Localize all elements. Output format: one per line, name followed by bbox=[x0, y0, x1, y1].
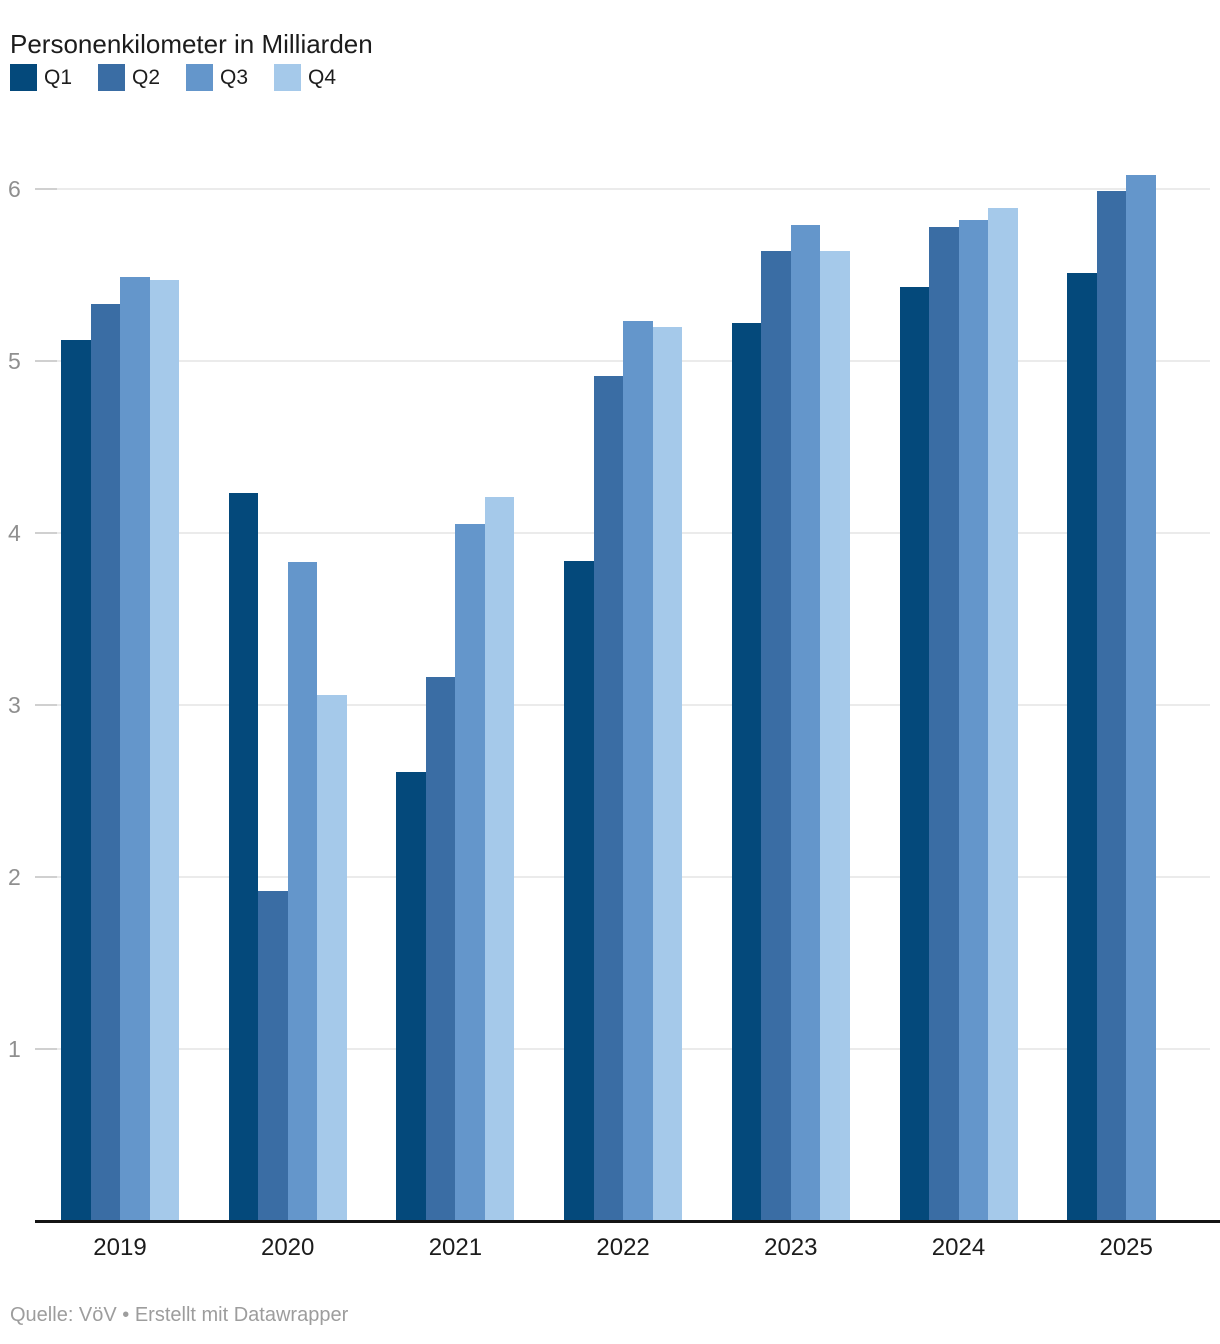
bar-2021-q4[interactable] bbox=[484, 497, 515, 1221]
bar-2024-q1[interactable] bbox=[899, 287, 929, 1221]
x-axis-label-2023: 2023 bbox=[764, 1234, 818, 1261]
y-axis-label-5: 5 bbox=[8, 348, 21, 374]
legend: Q1 Q2 Q3 Q4 bbox=[10, 64, 336, 91]
bar-2025-q1[interactable] bbox=[1067, 273, 1097, 1221]
bar-2025-q2[interactable] bbox=[1096, 191, 1127, 1221]
gridline-5 bbox=[35, 360, 1210, 362]
y-axis-label-1: 1 bbox=[8, 1036, 21, 1062]
bar-2023-q2[interactable] bbox=[761, 251, 791, 1221]
bar-2021-q2[interactable] bbox=[425, 677, 456, 1221]
legend-swatch-q3-icon bbox=[186, 64, 214, 91]
legend-item-q4[interactable]: Q4 bbox=[274, 64, 336, 91]
bar-2021-q3[interactable] bbox=[455, 524, 485, 1221]
bar-2020-q2[interactable] bbox=[258, 891, 288, 1221]
bar-2023-q1[interactable] bbox=[731, 323, 762, 1221]
bar-2024-q2[interactable] bbox=[929, 227, 959, 1221]
bar-2025-q3[interactable] bbox=[1126, 175, 1156, 1221]
bar-2024-q4[interactable] bbox=[988, 208, 1018, 1221]
x-axis-label-2021: 2021 bbox=[428, 1234, 483, 1261]
bar-2024-q3[interactable] bbox=[958, 220, 988, 1221]
y-axis-label-2: 2 bbox=[8, 864, 21, 890]
bar-2020-q1[interactable] bbox=[228, 493, 259, 1221]
x-axis-line bbox=[35, 1220, 1220, 1223]
x-axis-label-2024: 2024 bbox=[931, 1234, 986, 1261]
legend-label-q4: Q4 bbox=[308, 65, 337, 89]
x-axis-label-2019: 2019 bbox=[93, 1234, 147, 1261]
legend-swatch-q1-icon bbox=[10, 64, 37, 91]
y-axis-tick-1 bbox=[35, 1048, 57, 1050]
bar-2022-q1[interactable] bbox=[564, 561, 594, 1221]
y-axis-label-3: 3 bbox=[8, 692, 21, 718]
y-axis-tick-2 bbox=[35, 876, 57, 878]
bar-2022-q2[interactable] bbox=[593, 376, 624, 1221]
bar-2020-q4[interactable] bbox=[317, 695, 347, 1221]
bar-2019-q1[interactable] bbox=[61, 340, 91, 1221]
legend-label-q2: Q2 bbox=[132, 65, 161, 89]
y-axis-label-4: 4 bbox=[8, 520, 21, 546]
bar-2022-q3[interactable] bbox=[623, 321, 653, 1221]
y-axis-tick-6 bbox=[35, 188, 57, 190]
legend-swatch-q4-icon bbox=[274, 64, 302, 91]
bar-2019-q3[interactable] bbox=[120, 277, 150, 1221]
x-axis-label-2022: 2022 bbox=[596, 1234, 650, 1261]
legend-item-q1[interactable]: Q1 bbox=[10, 64, 72, 91]
bar-2020-q3[interactable] bbox=[287, 562, 318, 1221]
chart-title: Personenkilometer in Milliarden bbox=[10, 29, 373, 60]
bar-2022-q4[interactable] bbox=[652, 327, 683, 1221]
legend-item-q3[interactable]: Q3 bbox=[186, 64, 248, 91]
bar-2023-q4[interactable] bbox=[820, 251, 850, 1221]
legend-label-q1: Q1 bbox=[44, 65, 73, 89]
bar-2019-q2[interactable] bbox=[90, 304, 120, 1221]
legend-label-q3: Q3 bbox=[220, 65, 249, 89]
y-axis-label-6: 6 bbox=[8, 176, 21, 202]
bar-2021-q1[interactable] bbox=[396, 772, 426, 1221]
source-credit: Quelle: VöV • Erstellt mit Datawrapper bbox=[10, 1304, 349, 1326]
gridline-6 bbox=[35, 188, 1210, 190]
x-axis-label-2020: 2020 bbox=[260, 1234, 315, 1261]
bar-2023-q3[interactable] bbox=[790, 225, 821, 1221]
y-axis-tick-4 bbox=[35, 532, 57, 534]
legend-swatch-q2-icon bbox=[98, 64, 126, 91]
y-axis-tick-5 bbox=[35, 360, 57, 362]
bar-2019-q4[interactable] bbox=[149, 280, 179, 1221]
legend-item-q2[interactable]: Q2 bbox=[98, 64, 160, 91]
x-axis-label-2025: 2025 bbox=[1099, 1234, 1153, 1261]
y-axis-tick-3 bbox=[35, 704, 57, 706]
